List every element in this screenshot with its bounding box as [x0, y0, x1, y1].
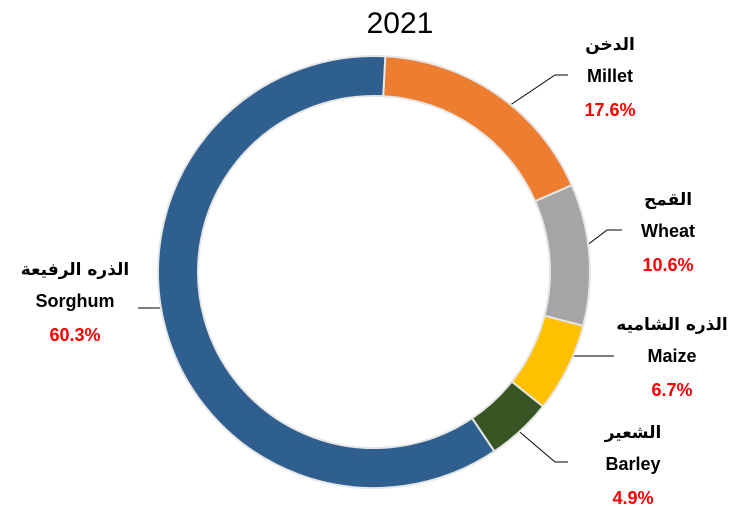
- chart-title: 2021: [367, 7, 434, 40]
- value-label: 17.6%: [584, 100, 635, 120]
- donut-slice: [157, 55, 496, 489]
- label-en: Millet: [587, 66, 633, 86]
- label-ar: الذره الشاميه: [616, 315, 727, 335]
- donut-slice: [533, 183, 591, 328]
- value-label: 4.9%: [612, 488, 653, 506]
- label-ar: الذره الرفيعة: [21, 260, 130, 280]
- label-en: Barley: [605, 454, 660, 474]
- label-ar: الدخن: [585, 35, 635, 55]
- label-en: Wheat: [641, 221, 695, 241]
- value-label: 6.7%: [651, 380, 692, 400]
- label-en: Maize: [647, 346, 696, 366]
- value-label: 60.3%: [49, 325, 100, 345]
- label-ar: القمح: [644, 190, 692, 210]
- label-en: Sorghum: [36, 291, 115, 311]
- leader-line: [507, 421, 568, 463]
- label-ar: الشعير: [604, 423, 662, 443]
- donut-slice: [382, 55, 574, 203]
- value-label: 10.6%: [642, 255, 693, 275]
